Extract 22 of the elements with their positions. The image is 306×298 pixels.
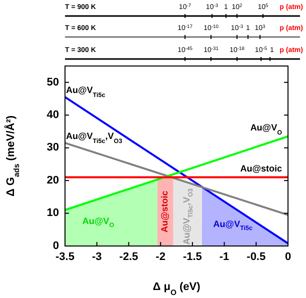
y-tick-label: 40 <box>46 108 59 121</box>
y-tick-label: 50 <box>46 76 59 88</box>
x-axis-title: Δ μ$_{O}$ (eV) <box>152 281 201 296</box>
x-tick-label: -2.5 <box>119 251 138 263</box>
y-tick-label: 10 <box>46 207 59 220</box>
x-tick-label: -0.5 <box>246 251 266 263</box>
series-label: Au@stoic <box>160 190 170 233</box>
series-label: Au@V$_{Ti5c}$,V$_{O3}$ <box>66 130 123 144</box>
x-tick-label: -2 <box>156 251 166 263</box>
series-label: Au@V$_{O}$ <box>250 122 282 136</box>
y-tick-label: 20 <box>46 174 59 186</box>
x-tick-label: -3 <box>92 251 102 263</box>
y-tick-label: 30 <box>46 142 59 154</box>
x-tick-label: -1 <box>219 251 230 263</box>
y-tick-label: 0 <box>52 240 59 252</box>
series-label: Au@stoic <box>240 163 282 174</box>
x-tick-label: -3.5 <box>56 251 74 263</box>
x-tick-label: 0 <box>284 251 292 263</box>
series-label: Au@V$_{O}$ <box>82 216 114 230</box>
series-label: Au@V$_{Ti5c}$ <box>213 219 254 232</box>
series-label: Au@V$_{Ti5c}$ <box>66 85 106 99</box>
x-tick-label: -1.5 <box>182 251 202 263</box>
